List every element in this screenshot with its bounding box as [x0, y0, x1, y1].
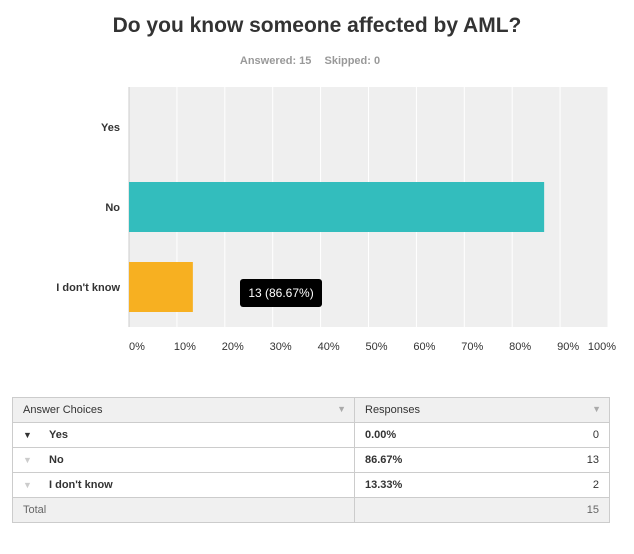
response-summary: Answered: 15 Skipped: 0	[0, 55, 620, 67]
table-row: ▼ Yes 0.00% 0	[12, 422, 610, 448]
choice-label: No	[49, 454, 64, 466]
response-percent: 13.33%	[365, 479, 403, 491]
table-header-row: Answer Choices ▼ Responses ▼	[12, 397, 610, 423]
response-percent: 86.67%	[365, 454, 403, 466]
caret-down-icon[interactable]: ▼	[23, 455, 32, 465]
response-count: 2	[592, 479, 599, 491]
answered-count: Answered: 15	[239, 55, 312, 67]
response-count: 0	[592, 429, 599, 441]
y-category-label: No	[105, 202, 120, 214]
tooltip	[240, 279, 322, 307]
answer-choices-label: Answer Choices	[23, 404, 103, 416]
x-tick-label: 20%	[222, 341, 244, 353]
x-tick-label: 90%	[557, 341, 579, 353]
bar	[129, 262, 193, 312]
caret-down-icon[interactable]: ▼	[23, 480, 32, 490]
sort-icon[interactable]: ▼	[337, 404, 346, 414]
x-tick-label: 0%	[129, 341, 145, 353]
x-tick-label: 10%	[174, 341, 196, 353]
sort-icon[interactable]: ▼	[592, 404, 601, 414]
x-tick-label: 80%	[509, 341, 531, 353]
total-label: Total	[12, 497, 355, 523]
total-count: 15	[586, 504, 599, 516]
x-tick-label: 70%	[461, 341, 483, 353]
x-tick-label: 50%	[365, 341, 387, 353]
table-total-row: Total 15	[12, 497, 610, 523]
chart-title: Do you know someone affected by AML?	[112, 14, 522, 37]
caret-down-icon[interactable]: ▼	[23, 430, 32, 440]
bar-chart: 0% 10% 20% 30% 40% 50% 60% 70% 80% 90% 100% Yes No I …	[56, 87, 616, 353]
responses-label: Responses	[365, 404, 421, 416]
answer-choices-header[interactable]: Answer Choices ▼	[12, 397, 355, 423]
response-percent: 0.00%	[365, 429, 397, 441]
x-tick-label: 40%	[318, 341, 340, 353]
y-category-label: Yes	[101, 122, 120, 134]
tooltip-text: 13 (86.67%)	[248, 286, 313, 300]
x-tick-label: 30%	[270, 341, 292, 353]
table-row: ▼ I don't know 13.33% 2	[12, 472, 610, 498]
y-category-label: I don't know	[56, 282, 120, 294]
responses-header[interactable]: Responses ▼	[354, 397, 610, 423]
x-tick-label: 100%	[588, 341, 616, 353]
response-count: 13	[586, 454, 599, 466]
choice-label: I don't know	[49, 479, 113, 491]
skipped-count: Skipped: 0	[324, 55, 381, 67]
responses-table: Answer Choices ▼ Responses ▼ ▼ Yes 0.00% 0 ▼…	[12, 397, 610, 523]
choice-label: Yes	[49, 429, 68, 441]
bar	[129, 182, 545, 232]
x-tick-label: 60%	[413, 341, 435, 353]
table-row: ▼ No 86.67% 13	[12, 447, 610, 473]
